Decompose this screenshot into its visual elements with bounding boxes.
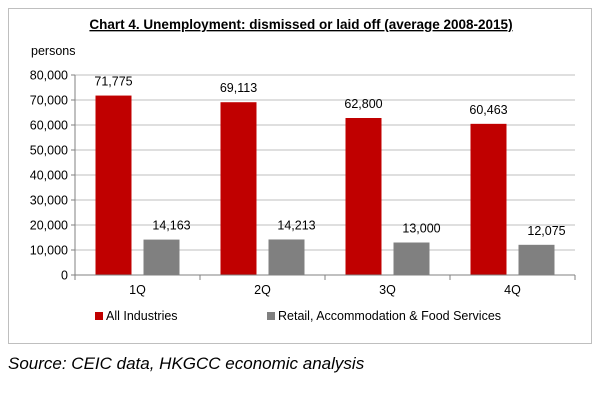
bar-retail-accommodation-food-4q (518, 244, 555, 275)
y-tick-label: 50,000 (30, 144, 68, 158)
data-label: 60,463 (469, 103, 507, 117)
y-tick-label: 10,000 (30, 244, 68, 258)
bar-retail-accommodation-food-2q (268, 239, 305, 275)
legend-swatch (267, 312, 275, 320)
x-tick-label: 1Q (129, 283, 146, 297)
bar-all-industries-2q (220, 102, 257, 275)
bar-all-industries-1q (95, 95, 132, 275)
chart-title: Chart 4. Unemployment: dismissed or laid… (89, 17, 512, 32)
data-label: 12,075 (527, 224, 565, 238)
data-label: 14,163 (152, 219, 190, 233)
legend-label: Retail, Accommodation & Food Services (278, 309, 501, 323)
data-label: 14,213 (277, 218, 315, 232)
y-tick-label: 20,000 (30, 219, 68, 233)
bar-retail-accommodation-food-3q (393, 242, 430, 275)
legend-label: All Industries (106, 309, 178, 323)
x-tick-label: 4Q (504, 283, 521, 297)
bar-retail-accommodation-food-1q (143, 239, 180, 275)
y-axis-label: persons (31, 44, 75, 58)
x-tick-label: 2Q (254, 283, 271, 297)
data-label: 13,000 (402, 222, 440, 236)
y-tick-label: 70,000 (30, 94, 68, 108)
y-tick-label: 60,000 (30, 119, 68, 133)
bar-all-industries-4q (470, 123, 507, 275)
y-tick-label: 0 (61, 269, 68, 283)
x-tick-label: 3Q (379, 283, 396, 297)
source-note: Source: CEIC data, HKGCC economic analys… (8, 354, 365, 373)
data-label: 62,800 (344, 97, 382, 111)
chart-frame: Chart 4. Unemployment: dismissed or laid… (8, 8, 592, 344)
data-label: 69,113 (220, 81, 257, 95)
bar-all-industries-3q (345, 118, 382, 275)
y-tick-label: 40,000 (30, 169, 68, 183)
bar-chart: Chart 4. Unemployment: dismissed or laid… (30, 17, 576, 323)
y-tick-label: 80,000 (30, 69, 68, 83)
y-tick-label: 30,000 (30, 194, 68, 208)
legend-swatch (95, 312, 103, 320)
data-label: 71,775 (94, 75, 132, 89)
